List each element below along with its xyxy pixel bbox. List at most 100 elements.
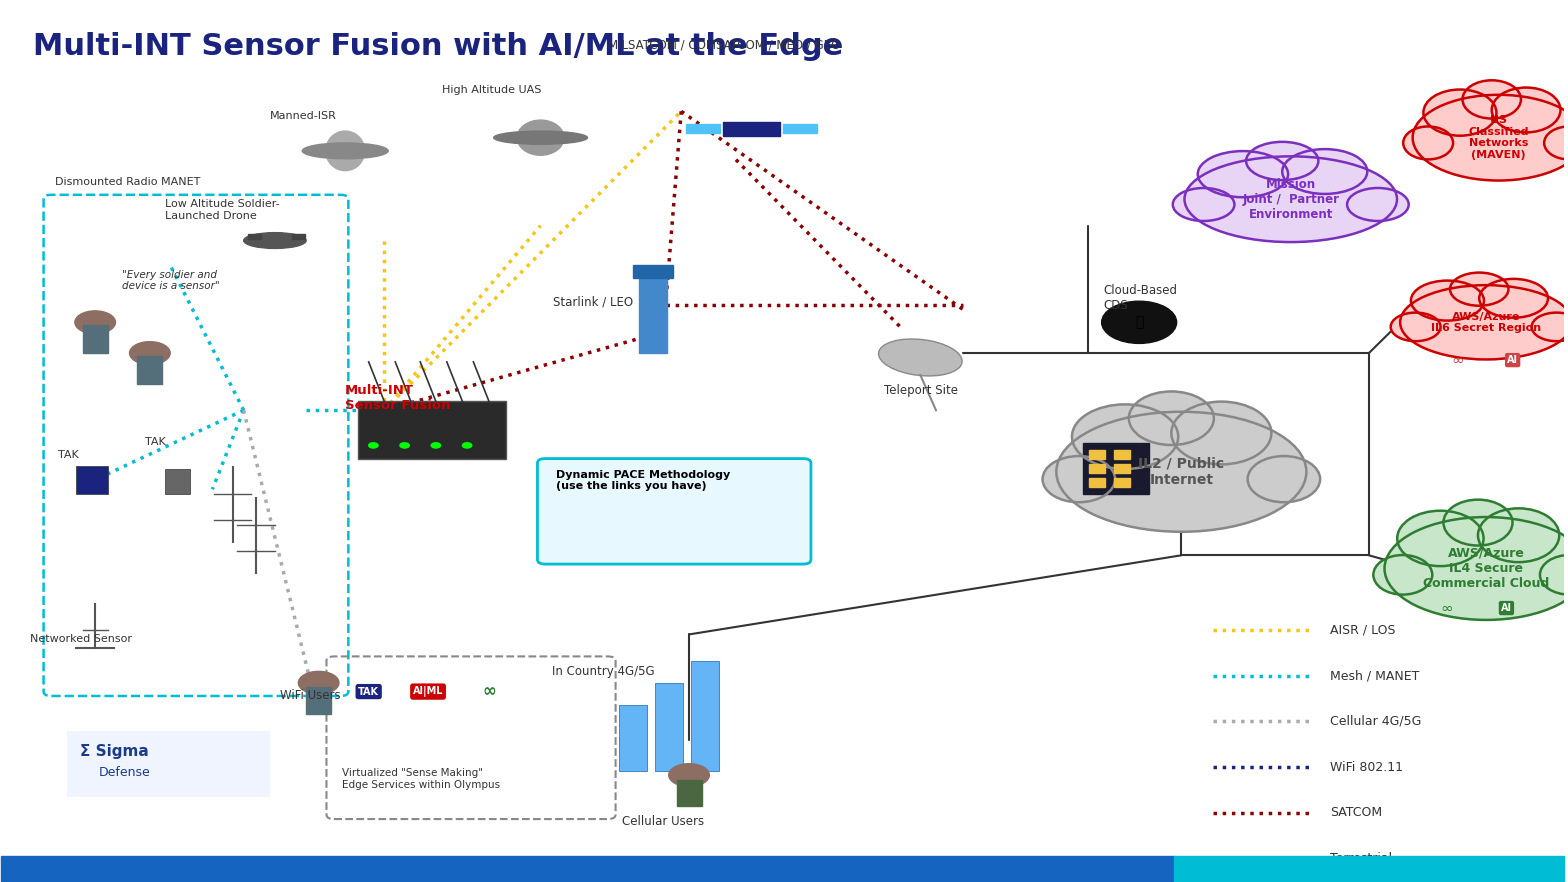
Text: Terrestrial: Terrestrial xyxy=(1330,852,1392,865)
Ellipse shape xyxy=(1198,151,1287,198)
Text: WiFi 802.11: WiFi 802.11 xyxy=(1330,760,1403,774)
Text: Networked Sensor: Networked Sensor xyxy=(30,634,132,645)
Ellipse shape xyxy=(1424,90,1496,136)
Bar xyxy=(248,234,260,239)
Bar xyxy=(782,124,817,133)
Text: AWS/Azure
IL6 Secret Region: AWS/Azure IL6 Secret Region xyxy=(1432,311,1541,333)
Ellipse shape xyxy=(303,143,389,159)
Text: Manned-ISR: Manned-ISR xyxy=(270,111,337,122)
FancyBboxPatch shape xyxy=(538,459,811,564)
Bar xyxy=(358,401,506,459)
Text: Virtualized "Sense Making"
Edge Services within Olympus: Virtualized "Sense Making" Edge Services… xyxy=(342,768,500,789)
Ellipse shape xyxy=(1248,456,1320,502)
Ellipse shape xyxy=(1400,285,1568,360)
Text: IL2 / Public
Internet: IL2 / Public Internet xyxy=(1138,457,1225,487)
Ellipse shape xyxy=(1540,555,1568,594)
Ellipse shape xyxy=(1283,149,1367,194)
Circle shape xyxy=(75,310,116,333)
Ellipse shape xyxy=(1532,312,1568,341)
Text: Teleport Site: Teleport Site xyxy=(884,384,958,397)
Ellipse shape xyxy=(326,131,365,170)
Bar xyxy=(1090,450,1105,459)
Text: Low Altitude Soldier-
Launched Drone: Low Altitude Soldier- Launched Drone xyxy=(166,199,281,220)
Text: Defense: Defense xyxy=(99,766,151,780)
Bar xyxy=(619,705,648,771)
Ellipse shape xyxy=(1347,188,1408,221)
Ellipse shape xyxy=(878,339,963,376)
Ellipse shape xyxy=(1173,188,1234,221)
Bar xyxy=(1173,856,1565,880)
Ellipse shape xyxy=(1374,555,1432,594)
Ellipse shape xyxy=(1544,126,1568,160)
Bar xyxy=(292,234,304,239)
Bar xyxy=(1115,450,1131,459)
Ellipse shape xyxy=(1479,279,1548,318)
Ellipse shape xyxy=(1057,412,1306,532)
Circle shape xyxy=(368,443,378,448)
Bar xyxy=(723,122,779,136)
Bar xyxy=(1083,443,1148,494)
Text: Cellular Users: Cellular Users xyxy=(622,815,704,827)
Text: AISR / LOS: AISR / LOS xyxy=(1330,624,1396,637)
Bar xyxy=(306,687,331,714)
Ellipse shape xyxy=(1479,508,1559,562)
Bar xyxy=(138,355,163,384)
Ellipse shape xyxy=(1450,273,1508,306)
Bar xyxy=(655,683,682,771)
Circle shape xyxy=(298,671,339,694)
Bar xyxy=(166,469,190,494)
Bar xyxy=(2,856,1173,880)
Ellipse shape xyxy=(1129,392,1214,445)
Ellipse shape xyxy=(494,131,588,145)
Text: Σ Sigma: Σ Sigma xyxy=(80,744,149,759)
Text: ∞: ∞ xyxy=(1441,601,1454,616)
Text: 🔒: 🔒 xyxy=(1135,315,1143,329)
Ellipse shape xyxy=(1411,280,1483,320)
Text: Multi-INT
Sensor Fusion: Multi-INT Sensor Fusion xyxy=(345,384,450,412)
Text: TAK: TAK xyxy=(358,686,379,697)
Text: In Country 4G/5G: In Country 4G/5G xyxy=(552,665,654,678)
Bar xyxy=(83,325,108,353)
Text: MILSATCOM / COMSATCOM / MEO / GEO: MILSATCOM / COMSATCOM / MEO / GEO xyxy=(608,38,840,51)
Text: AI: AI xyxy=(1507,355,1518,365)
Ellipse shape xyxy=(1403,126,1454,160)
Ellipse shape xyxy=(517,120,564,155)
Ellipse shape xyxy=(1247,142,1319,180)
Bar xyxy=(77,466,108,494)
Bar xyxy=(1090,464,1105,473)
Text: Dismounted Radio MANET: Dismounted Radio MANET xyxy=(55,177,199,187)
Circle shape xyxy=(130,341,171,364)
Text: Mesh / MANET: Mesh / MANET xyxy=(1330,669,1419,683)
Bar xyxy=(640,274,666,353)
Text: TAK: TAK xyxy=(146,437,166,446)
Circle shape xyxy=(1102,302,1176,343)
Text: Cellular 4G/5G: Cellular 4G/5G xyxy=(1330,715,1421,728)
Bar xyxy=(1115,464,1131,473)
Text: Dynamic PACE Methodology
(use the links you have): Dynamic PACE Methodology (use the links … xyxy=(557,470,731,491)
Ellipse shape xyxy=(1171,401,1272,465)
Ellipse shape xyxy=(1043,456,1115,502)
Text: Mission
Joint /  Partner
Environment: Mission Joint / Partner Environment xyxy=(1242,177,1339,220)
Ellipse shape xyxy=(1397,511,1483,566)
Text: ∞: ∞ xyxy=(481,683,495,700)
Ellipse shape xyxy=(1073,404,1178,469)
Circle shape xyxy=(668,764,709,787)
Bar xyxy=(67,731,270,797)
Bar xyxy=(1090,478,1105,487)
Text: Multi-INT Sensor Fusion with AI/ML at the Edge: Multi-INT Sensor Fusion with AI/ML at th… xyxy=(33,32,844,61)
Text: High Altitude UAS: High Altitude UAS xyxy=(442,85,541,95)
Ellipse shape xyxy=(1463,80,1521,118)
Ellipse shape xyxy=(1391,312,1441,341)
Text: "Every soldier and
device is a sensor": "Every soldier and device is a sensor" xyxy=(122,270,220,291)
Ellipse shape xyxy=(1385,517,1568,620)
Text: US
Classified
Networks
(MAVEN): US Classified Networks (MAVEN) xyxy=(1468,116,1529,160)
Text: ∞: ∞ xyxy=(1452,353,1465,368)
Text: AI|ML: AI|ML xyxy=(412,686,444,697)
Text: Starlink / LEO: Starlink / LEO xyxy=(554,296,633,309)
Bar xyxy=(1115,478,1131,487)
Ellipse shape xyxy=(1184,156,1397,242)
Circle shape xyxy=(400,443,409,448)
Bar xyxy=(676,780,701,806)
Bar xyxy=(685,124,720,133)
Text: AWS/Azure
IL4 Secure
Commercial Cloud: AWS/Azure IL4 Secure Commercial Cloud xyxy=(1424,547,1549,590)
